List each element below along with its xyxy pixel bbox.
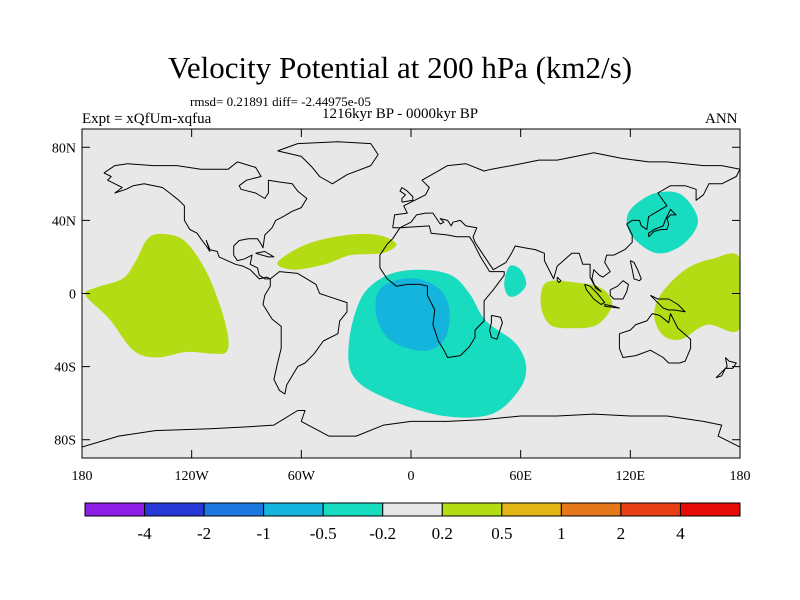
coastline-north-america — [103, 161, 308, 280]
anomaly-africa-negative-mid — [375, 278, 450, 352]
coastline-japan — [648, 208, 677, 238]
lon-tick-label: 180 — [730, 469, 751, 484]
lon-tick-label: 180 — [72, 469, 93, 484]
coastline-caribbean-cuba — [255, 251, 275, 258]
colorbar-label: 2 — [617, 524, 626, 543]
coastline-new-zealand — [715, 357, 737, 379]
anomaly-central-pacific-positive — [85, 233, 229, 358]
colorbar-swatch — [203, 502, 265, 517]
lon-tick-label: 60E — [509, 469, 532, 484]
colorbar-swatch — [620, 502, 681, 517]
colorbar-label: -0.2 — [369, 524, 396, 543]
coastline-new-guinea — [650, 294, 686, 313]
lon-tick-label: 0 — [408, 469, 415, 484]
season-label: ANN — [705, 111, 738, 127]
experiment-label: Expt = xQfUm-xqfua — [82, 111, 212, 127]
coastline-java — [604, 304, 620, 309]
colorbar-label: -1 — [257, 524, 271, 543]
coastline-philippines — [629, 260, 642, 282]
period-text: 1216kyr BP - 0000kyr BP — [322, 106, 479, 122]
coastline-british-isles — [399, 187, 414, 203]
axis-ticks: 180 120W 60W 0 60E 120E 180 80N 40N 0 40S 80S — [52, 129, 751, 484]
colorbar-label: 1 — [557, 524, 566, 543]
anomaly-maritime-continent-positive — [654, 253, 740, 340]
lat-tick-label: 40S — [54, 361, 76, 376]
anomaly-east-africa-negative — [504, 265, 527, 297]
anomaly-north-atlantic-positive — [277, 233, 397, 270]
coastline-sri-lanka — [556, 276, 562, 283]
lon-tick-label: 120W — [175, 469, 210, 484]
colorbar-swatch — [322, 502, 384, 517]
colorbar-swatch — [441, 502, 503, 517]
coastline-australia — [618, 313, 692, 364]
anomaly-layer — [85, 191, 740, 418]
colorbar-swatch — [84, 502, 146, 517]
colorbar-label: -2 — [197, 524, 211, 543]
coastline-greenland — [277, 141, 379, 185]
coastline-south-america — [262, 271, 348, 395]
colorbar-label: -0.5 — [310, 524, 337, 543]
stats-text: rmsd= 0.21891 diff= -2.44975e-05 — [190, 94, 371, 109]
coastline-layer — [82, 141, 740, 448]
anomaly-indian-ocean-positive — [540, 280, 613, 329]
lat-tick-label: 80S — [54, 434, 76, 449]
page-title: Velocity Potential at 200 hPa (km2/s) — [167, 50, 633, 85]
coastline-antarctica — [82, 410, 740, 448]
colorbar-swatch — [382, 502, 443, 517]
lat-tick-label: 0 — [69, 288, 76, 303]
coastline-borneo — [609, 280, 629, 300]
coastline-sumatra — [584, 283, 606, 305]
colorbar-label: 4 — [676, 524, 685, 543]
colorbar-swatch — [501, 502, 562, 517]
coastline-africa — [379, 225, 505, 358]
colorbar-label: 0.2 — [432, 524, 453, 543]
coastline-madagascar — [489, 314, 503, 340]
colorbar-swatch — [679, 502, 741, 517]
colorbar-swatch — [263, 502, 324, 517]
lon-tick-label: 60W — [288, 469, 316, 484]
colorbar-swatch — [144, 502, 205, 517]
colorbar-label: -4 — [137, 524, 152, 543]
anomaly-japan-negative — [626, 191, 699, 254]
colorbar: -4 -2 -1 -0.5 -0.2 0.2 0.5 1 2 4 — [84, 502, 741, 543]
lat-tick-label: 40N — [52, 214, 76, 229]
lon-tick-label: 120E — [616, 469, 646, 484]
colorbar-label: 0.5 — [491, 524, 512, 543]
coastline-eurasia — [392, 152, 740, 293]
colorbar-swatch — [560, 502, 622, 517]
lat-tick-label: 80N — [52, 141, 76, 156]
